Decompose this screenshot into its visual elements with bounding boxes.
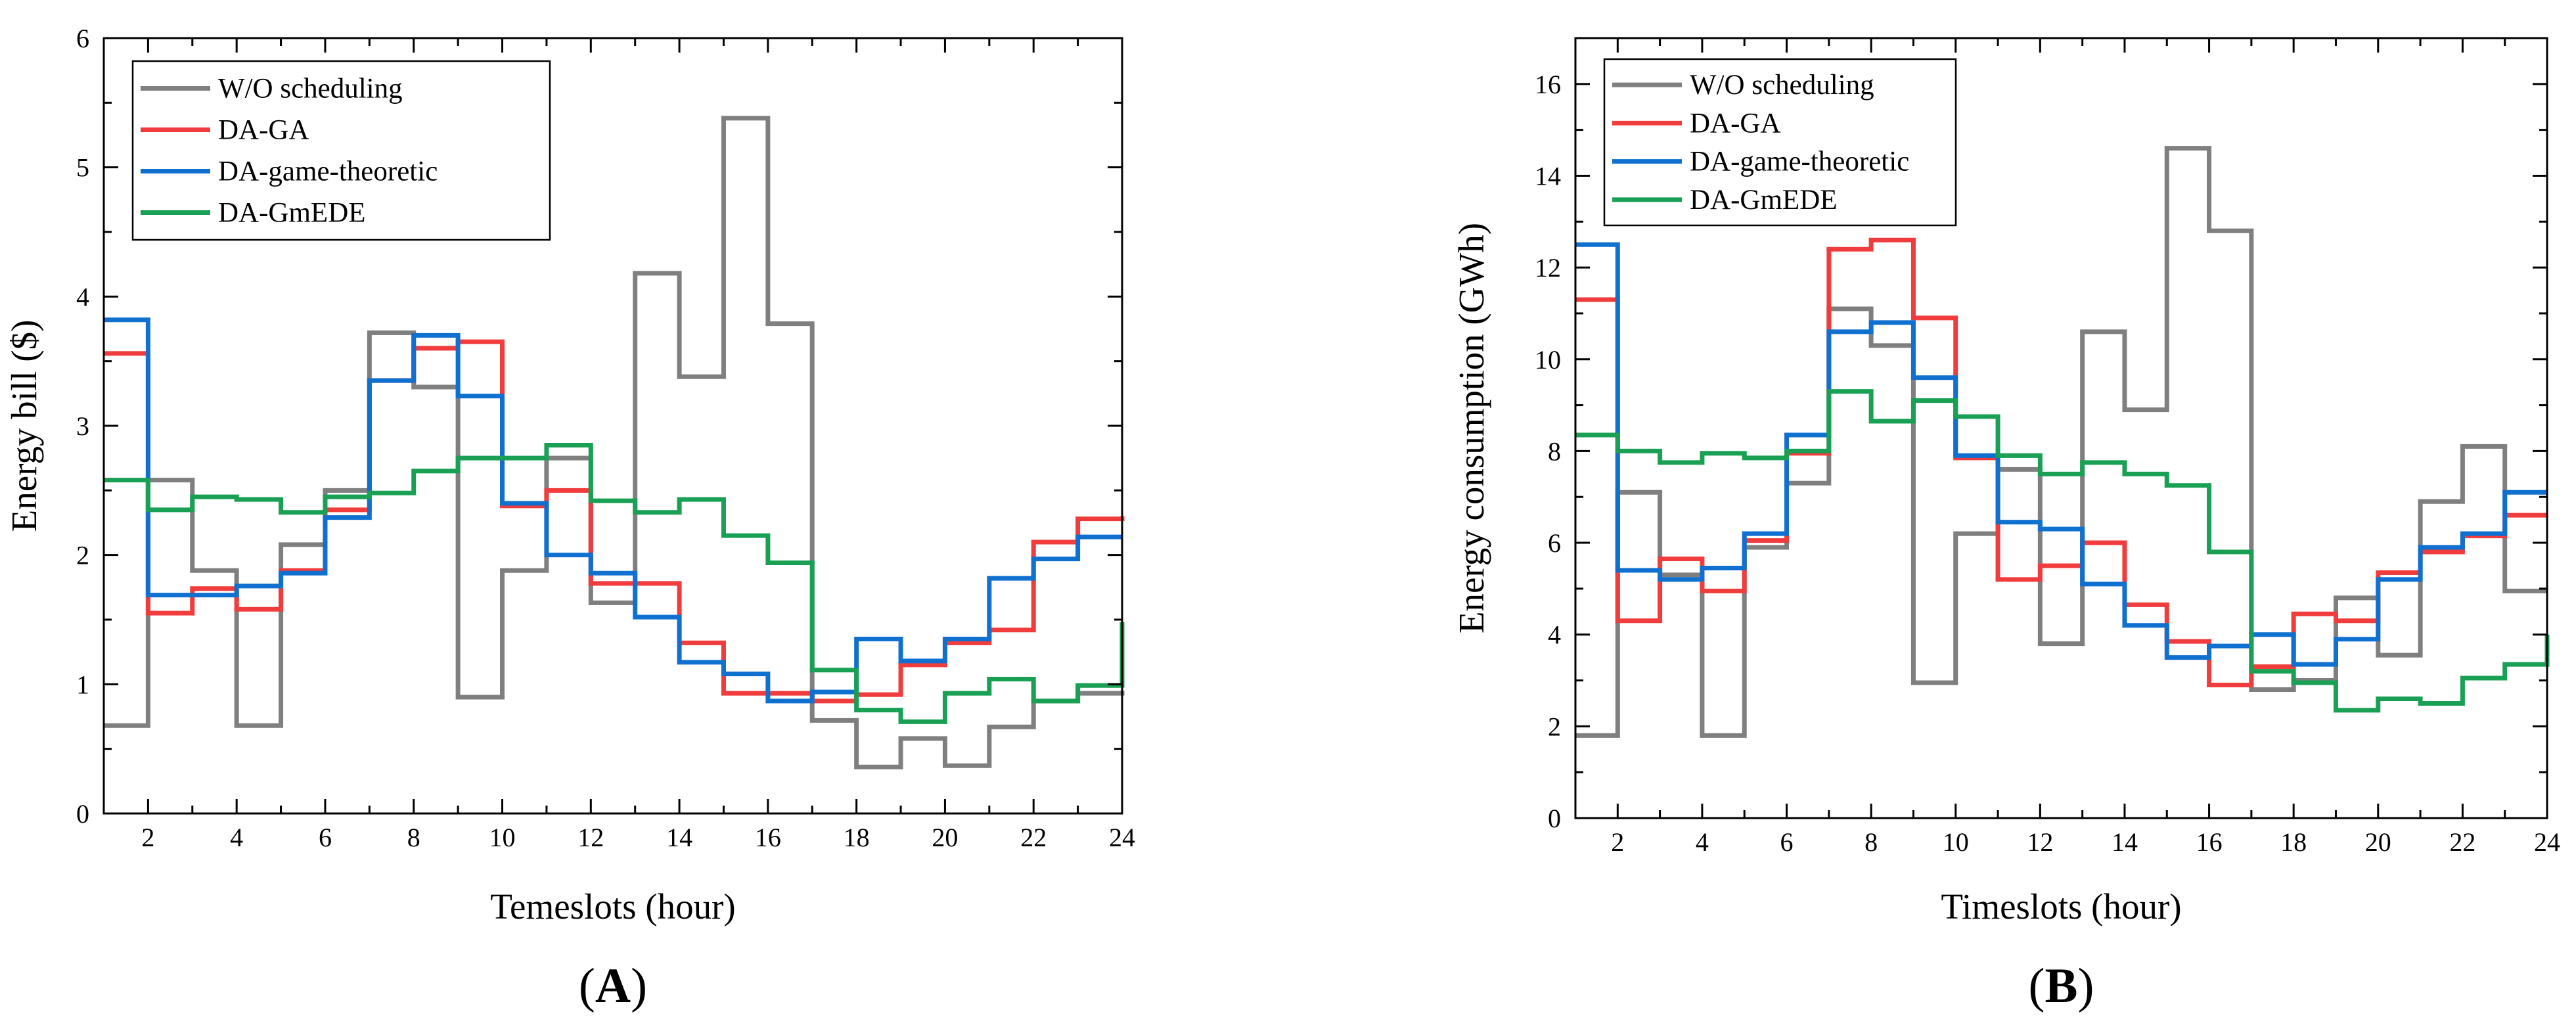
y-axis-label: Energy bill ($) xyxy=(4,320,44,532)
legend: W/O scheduling DA-GA DA-game-theoretic DA-G… xyxy=(131,60,551,241)
panel-label: (B) xyxy=(2029,959,2094,1013)
legend-label-da-ga: DA-GA xyxy=(218,115,309,146)
y-tick-label: 14 xyxy=(1535,161,1561,191)
x-tick-label: 8 xyxy=(1864,827,1878,857)
y-tick-label: 0 xyxy=(76,799,89,829)
x-tick-label: 2 xyxy=(1611,827,1624,857)
y-tick-label: 3 xyxy=(76,411,89,441)
y-tick-label: 8 xyxy=(1548,436,1561,466)
legend-label-w-o-scheduling: W/O scheduling xyxy=(1690,70,1874,101)
y-tick-label: 16 xyxy=(1535,70,1561,99)
series-line-da-game-theoretic xyxy=(1575,242,2547,667)
legend-box xyxy=(131,60,551,241)
x-tick-label: 12 xyxy=(2027,827,2053,857)
series-line-da-ga xyxy=(104,339,1125,704)
x-tick-label: 18 xyxy=(2280,827,2307,857)
legend-label-w-o-scheduling: W/O scheduling xyxy=(218,74,403,104)
x-tick-label: 24 xyxy=(2534,827,2560,857)
y-tick-label: 6 xyxy=(1548,528,1561,558)
y-tick-label: 5 xyxy=(76,153,89,183)
panel-label: (A) xyxy=(579,959,647,1013)
chart-panel-b: 2 4 6 8 10 12 14 16 18 20 22 240246810121416Timeslo… xyxy=(1451,37,2560,1013)
legend-label-da-ga: DA-GA xyxy=(1690,108,1781,139)
x-tick-label: 6 xyxy=(1780,827,1794,857)
legend-label-da-gmede: DA-GmEDE xyxy=(218,198,366,229)
x-tick-label: 16 xyxy=(2196,827,2223,857)
plot-frame xyxy=(1574,37,2548,819)
y-tick-label: 2 xyxy=(1548,712,1561,741)
y-tick-label: 12 xyxy=(1535,253,1561,283)
series-line-da-gmede xyxy=(1575,389,2550,713)
x-tick-label: 14 xyxy=(666,823,692,852)
x-tick-label: 8 xyxy=(407,823,420,852)
series-line-da-game-theoretic xyxy=(104,317,1122,704)
x-tick-label: 22 xyxy=(1020,823,1047,852)
x-tick-label: 16 xyxy=(755,823,781,852)
x-tick-label: 4 xyxy=(1696,827,1709,857)
y-tick-label: 2 xyxy=(76,541,89,570)
x-tick-label: 10 xyxy=(1943,827,1969,857)
y-tick-label: 6 xyxy=(76,24,89,53)
legend-label-da-gmede: DA-GmEDE xyxy=(1690,185,1838,216)
x-axis-label: Temeslots (hour) xyxy=(490,886,735,926)
x-tick-label: 14 xyxy=(2112,827,2138,857)
legend: W/O scheduling DA-GA DA-game-theoretic DA-G… xyxy=(1603,58,1957,227)
y-tick-label: 1 xyxy=(76,670,89,699)
x-tick-label: 10 xyxy=(489,823,516,852)
x-tick-label: 20 xyxy=(2365,827,2391,857)
y-tick-label: 4 xyxy=(1548,620,1561,650)
x-tick-label: 22 xyxy=(2449,827,2475,857)
y-tick-label: 0 xyxy=(1548,804,1561,833)
x-tick-label: 6 xyxy=(319,823,332,852)
y-tick-label: 4 xyxy=(76,282,89,311)
legend-label-da-game-theoretic: DA-game-theoretic xyxy=(1690,147,1909,177)
series-line-da-gmede xyxy=(104,443,1125,724)
x-tick-label: 18 xyxy=(844,823,870,852)
x-tick-label: 4 xyxy=(230,823,243,852)
x-tick-label: 24 xyxy=(1109,823,1135,852)
x-tick-label: 2 xyxy=(141,823,154,852)
x-axis-label: Timeslots (hour) xyxy=(1941,886,2181,926)
x-tick-label: 12 xyxy=(577,823,604,852)
legend-label-da-game-theoretic: DA-game-theoretic xyxy=(218,156,438,187)
series-line-w-o-scheduling xyxy=(1575,146,2547,738)
y-tick-label: 10 xyxy=(1535,345,1561,375)
series-line-da-ga xyxy=(1575,237,2547,688)
y-axis-label: Energy consumption (GWh) xyxy=(1451,223,1491,633)
x-tick-label: 20 xyxy=(932,823,958,852)
